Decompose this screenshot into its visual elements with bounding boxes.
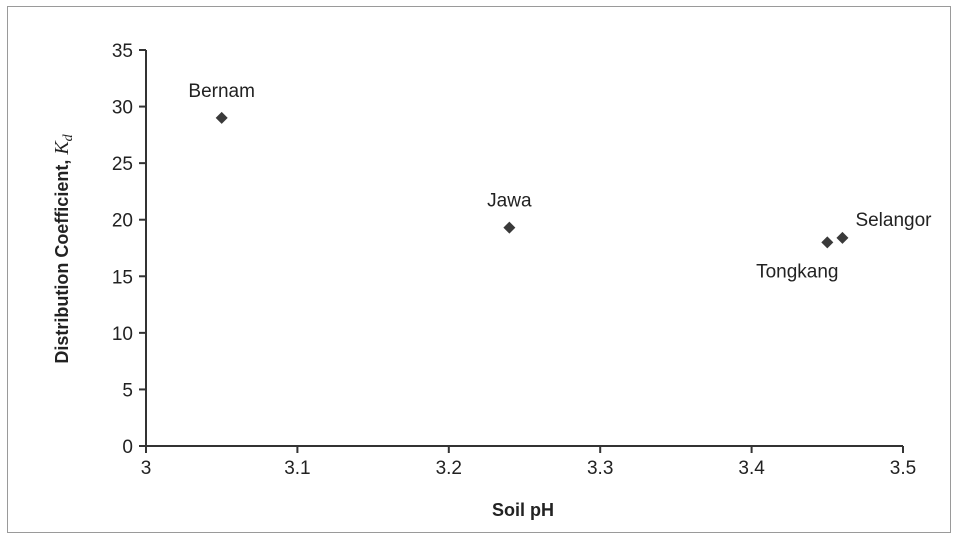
y-axis-title-subscript: d [61,133,76,141]
data-point-jawa [503,221,516,234]
point-label-jawa: Jawa [487,191,532,212]
x-axis-title: Soil pH [492,500,554,520]
data-point-selangor [836,231,849,244]
point-label-selangor: Selangor [855,210,932,231]
y-tick-label: 30 [112,98,133,119]
x-tick-label: 3.3 [587,458,613,479]
point-label-bernam: Bernam [188,81,255,102]
y-axis-title: Distribution Coefficient, Kd [51,133,76,363]
y-axis-title-symbol: K [51,140,73,156]
x-tick-label: 3.4 [738,458,765,479]
y-tick-label: 10 [112,324,133,345]
x-tick-label: 3 [141,458,152,479]
x-tick-label: 3.5 [890,458,916,479]
data-point-bernam [215,111,228,124]
data-points [215,111,849,249]
x-tick-label: 3.2 [436,458,462,479]
y-tick-label: 25 [112,154,133,175]
data-point-tongkang [821,236,834,249]
y-tick-label: 15 [112,267,133,288]
axes [145,50,903,447]
y-tick-label: 20 [112,211,133,232]
x-axis-ticks: 3 3.1 3.2 3.3 3.4 3.5 [141,446,916,479]
y-axis-title-text: Distribution Coefficient, [52,155,72,364]
y-tick-label: 35 [112,41,133,62]
y-tick-label: 0 [122,437,133,458]
x-tick-label: 3.1 [284,458,310,479]
point-label-tongkang: Tongkang [756,261,838,282]
y-tick-label: 5 [122,380,133,401]
y-axis-ticks: 0 5 10 15 20 25 30 35 [112,41,146,458]
point-labels: Bernam Jawa Tongkang Selangor [188,81,932,282]
